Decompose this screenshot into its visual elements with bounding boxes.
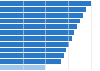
Bar [0, 1, 91, 6]
Bar [0, 59, 61, 64]
Bar [0, 53, 64, 58]
Bar [0, 36, 72, 41]
Bar [0, 7, 86, 12]
Bar [0, 48, 66, 52]
Bar [0, 42, 69, 47]
Bar [0, 30, 74, 35]
Bar [0, 65, 45, 70]
Bar [0, 24, 77, 29]
Bar [0, 13, 83, 18]
Bar [0, 19, 80, 23]
